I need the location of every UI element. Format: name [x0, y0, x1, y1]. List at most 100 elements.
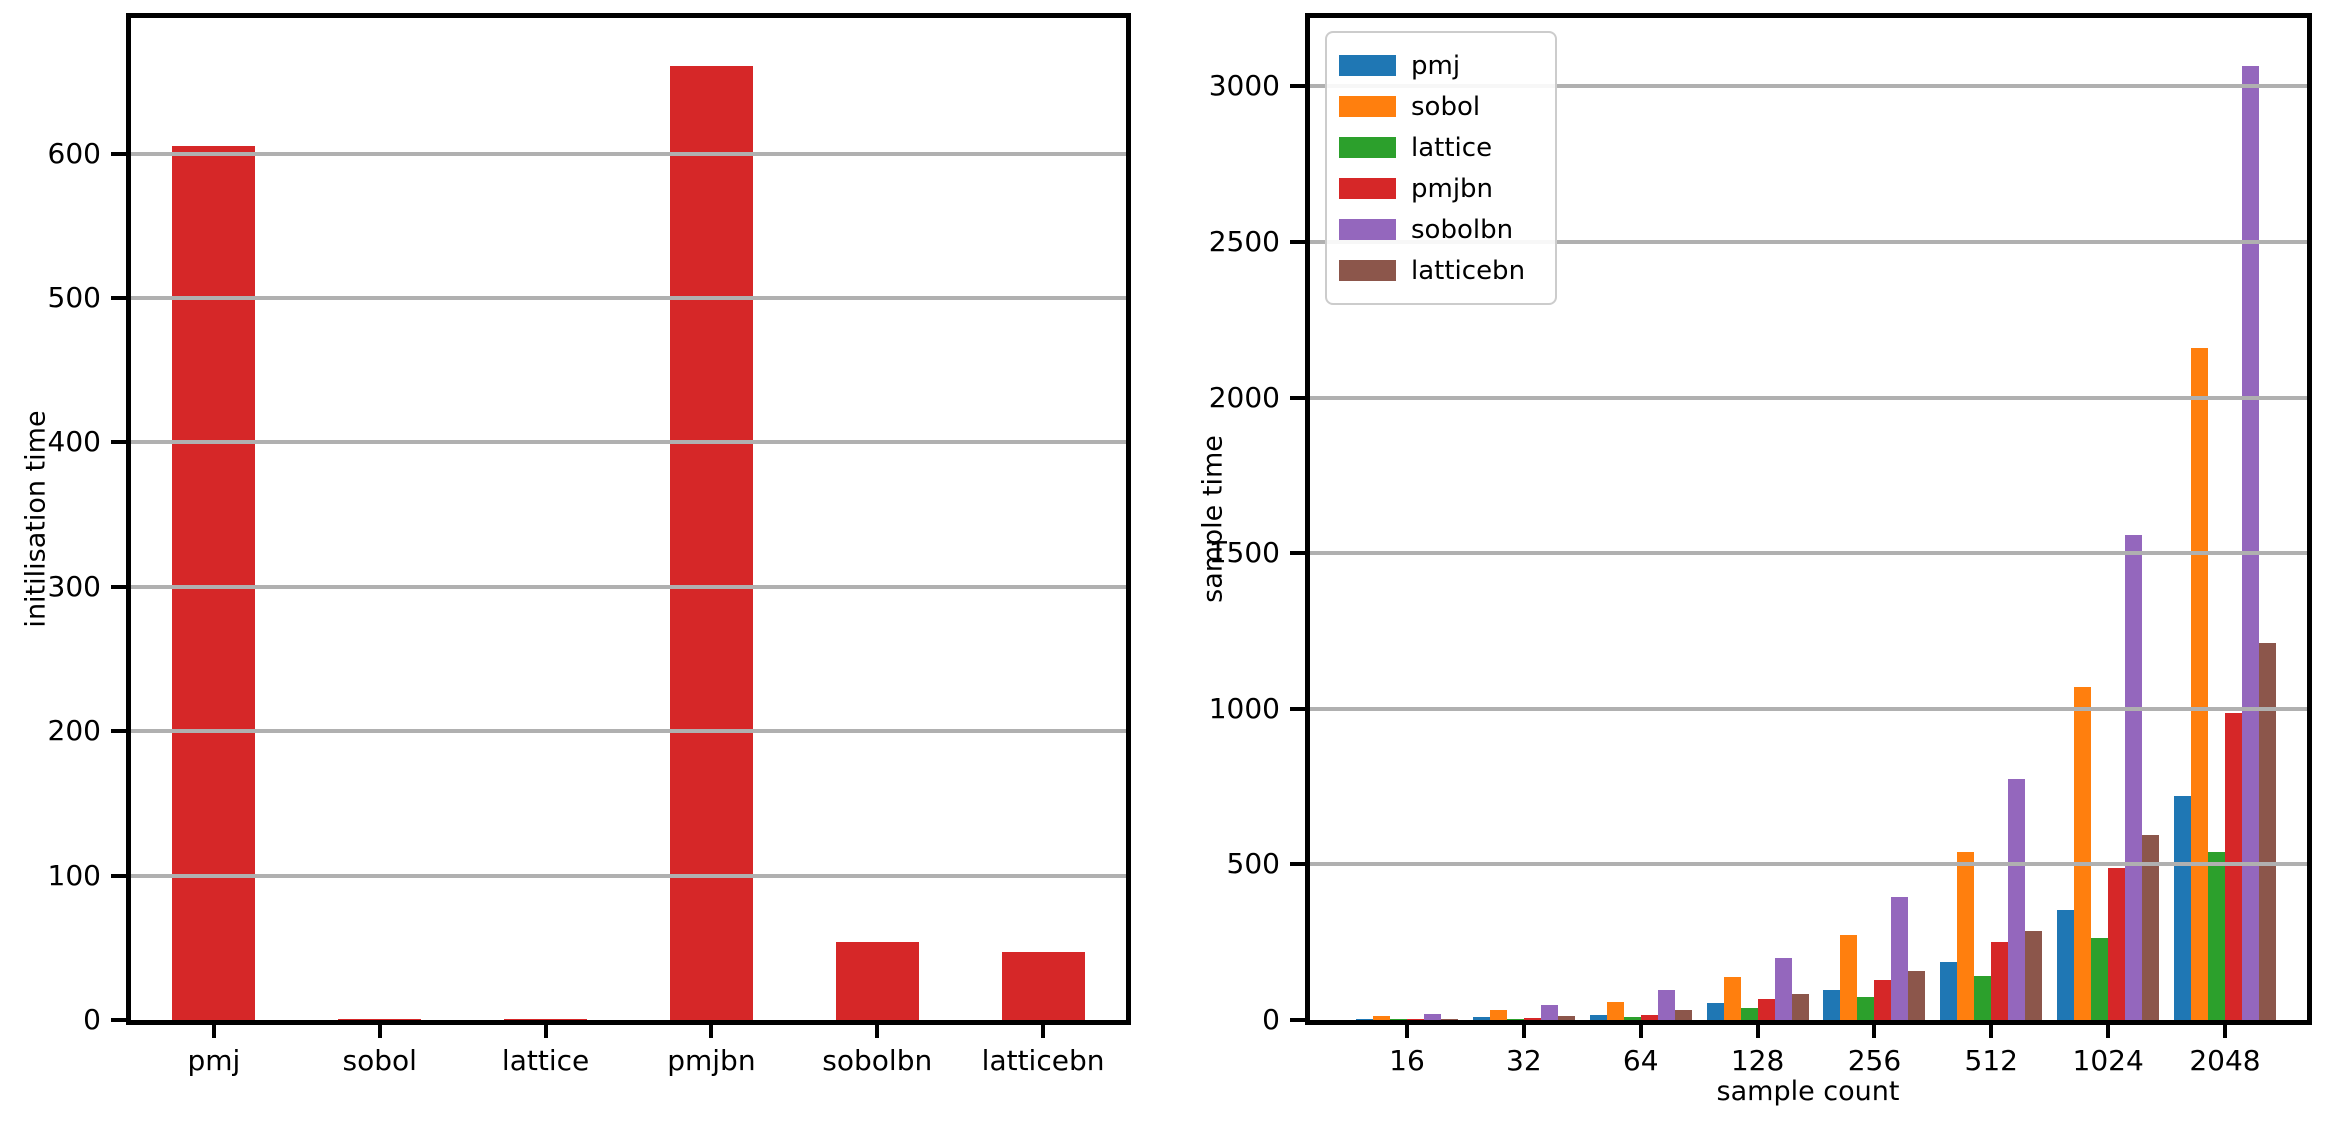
spine-right — [2307, 13, 2312, 1025]
x-tick-label-lattice: lattice — [501, 1044, 590, 1077]
y-tick-100 — [111, 873, 131, 878]
x-tick-1024 — [2106, 1020, 2111, 1038]
spine-right — [1126, 13, 1131, 1025]
x-tick-label-pmjbn: pmjbn — [667, 1044, 756, 1077]
legend-swatch-lattice — [1339, 137, 1396, 158]
y-tick-label-1000: 1000 — [1208, 691, 1280, 725]
bar-pmjbn-64 — [1640, 1015, 1658, 1020]
bar-pmjbn-1024 — [2108, 867, 2126, 1020]
y-tick-0 — [111, 1018, 131, 1022]
bar-lattice-1024 — [2091, 937, 2109, 1020]
bar-pmjbn — [669, 65, 753, 1020]
bar-sobol-256 — [1840, 935, 1858, 1020]
y-tick-label-1500: 1500 — [1208, 536, 1280, 570]
spine-left — [126, 13, 131, 1025]
gridline-y-100 — [131, 873, 1126, 878]
y-tick-300 — [111, 584, 131, 589]
legend-label-lattice: lattice — [1411, 132, 1493, 163]
x-tick-label-128: 128 — [1730, 1044, 1785, 1077]
spine-left — [1305, 13, 1310, 1025]
bar-sobolbn — [835, 942, 919, 1020]
bar-sobol-32 — [1489, 1010, 1507, 1020]
bar-latticebn-64 — [1674, 1009, 1692, 1020]
x-tick-label-sobolbn: sobolbn — [822, 1044, 933, 1077]
y-tick-200 — [111, 729, 131, 734]
bar-lattice-16 — [1390, 1019, 1407, 1020]
bar-lattice-128 — [1740, 1008, 1758, 1020]
gridline-y-3000 — [1310, 84, 2307, 89]
bar-pmj-256 — [1823, 990, 1841, 1020]
x-tick-256 — [1872, 1020, 1877, 1038]
bar-sobolbn-64 — [1657, 990, 1675, 1020]
legend-swatch-sobol — [1339, 96, 1396, 117]
legend-item-lattice: lattice — [1339, 127, 1539, 168]
bar-sobol — [338, 1018, 422, 1020]
legend-swatch-pmj — [1339, 55, 1396, 76]
bar-latticebn-16 — [1441, 1018, 1458, 1020]
y-tick-label-500: 500 — [47, 281, 101, 315]
y-tick-1000 — [1290, 706, 1310, 711]
bar-sobolbn-1024 — [2125, 534, 2143, 1020]
bar-sobol-2048 — [2190, 347, 2208, 1020]
x-tick-label-256: 256 — [1847, 1044, 1902, 1077]
bar-latticebn-2048 — [2258, 643, 2276, 1020]
x-tick-label-sobol: sobol — [342, 1044, 417, 1077]
bar-sobolbn-512 — [2008, 778, 2026, 1020]
bar-pmj — [172, 146, 256, 1020]
legend-item-latticebn: latticebn — [1339, 250, 1539, 291]
y-tick-label-0: 0 — [83, 1003, 101, 1036]
x-tick-pmj — [211, 1020, 216, 1038]
y-tick-1500 — [1290, 551, 1310, 556]
gridline-y-200 — [131, 729, 1126, 734]
bar-latticebn-1024 — [2142, 834, 2160, 1020]
x-tick-pmjbn — [709, 1020, 714, 1038]
bar-sobol-16 — [1373, 1015, 1390, 1020]
legend-item-sobol: sobol — [1339, 86, 1539, 127]
y-tick-500 — [111, 296, 131, 301]
bar-pmj-512 — [1940, 962, 1958, 1020]
legend-item-pmj: pmj — [1339, 45, 1539, 86]
gridline-y-1500 — [1310, 551, 2307, 556]
x-tick-64 — [1638, 1020, 1643, 1038]
y-tick-label-200: 200 — [47, 714, 101, 748]
bar-pmjbn-2048 — [2224, 713, 2242, 1020]
legend-swatch-latticebn — [1339, 260, 1396, 281]
y-tick-0 — [1290, 1018, 1310, 1022]
bar-pmjbn-256 — [1874, 980, 1892, 1020]
legend-label-pmj: pmj — [1411, 50, 1461, 81]
bar-sobolbn-256 — [1891, 897, 1909, 1020]
y-tick-label-2000: 2000 — [1208, 380, 1280, 414]
x-tick-lattice — [543, 1020, 548, 1038]
legend-label-pmjbn: pmjbn — [1411, 173, 1494, 204]
legend-swatch-pmjbn — [1339, 178, 1396, 199]
gridline-y-2500 — [1310, 240, 2307, 245]
bar-pmj-1024 — [2057, 909, 2075, 1020]
legend-item-sobolbn: sobolbn — [1339, 209, 1539, 250]
y-tick-2500 — [1290, 240, 1310, 245]
x-tick-sobolbn — [875, 1020, 880, 1038]
y-tick-500 — [1290, 862, 1310, 867]
x-tick-label-latticebn: latticebn — [981, 1044, 1105, 1077]
y-tick-label-3000: 3000 — [1208, 69, 1280, 103]
x-tick-label-2048: 2048 — [2189, 1044, 2261, 1077]
gridline-y-300 — [131, 584, 1126, 589]
right-x-axis-label: sample count — [1716, 1076, 1900, 1107]
x-tick-label-512: 512 — [1964, 1044, 2019, 1077]
spine-bottom — [1305, 1020, 2312, 1025]
legend-label-sobol: sobol — [1411, 91, 1481, 122]
x-tick-label-32: 32 — [1506, 1044, 1542, 1077]
bar-latticebn-256 — [1908, 970, 1926, 1020]
y-tick-label-300: 300 — [47, 569, 101, 603]
spine-bottom — [126, 1020, 1131, 1025]
y-tick-2000 — [1290, 395, 1310, 400]
bar-lattice-2048 — [2207, 851, 2225, 1020]
gridline-y-2000 — [1310, 395, 2307, 400]
bar-lattice-64 — [1623, 1017, 1641, 1020]
gridline-y-1000 — [1310, 706, 2307, 711]
bar-lattice-512 — [1974, 975, 1992, 1020]
bar-pmj-2048 — [2173, 795, 2191, 1020]
legend-label-latticebn: latticebn — [1411, 255, 1526, 286]
bar-lattice — [504, 1018, 588, 1020]
bar-sobolbn-32 — [1540, 1005, 1558, 1020]
